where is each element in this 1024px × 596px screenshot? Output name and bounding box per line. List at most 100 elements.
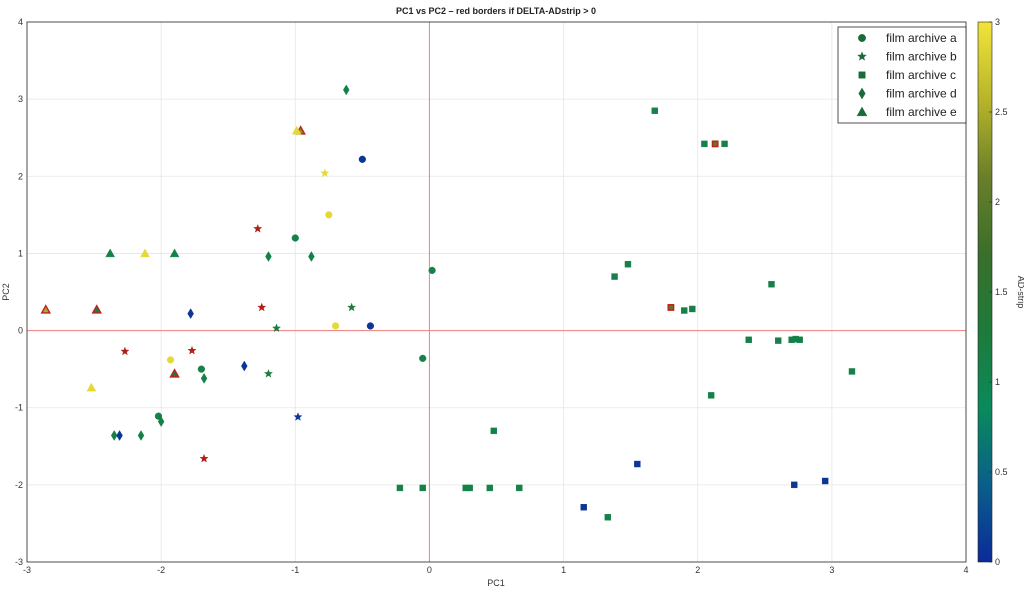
y-tick-label-2: -1	[15, 403, 23, 413]
legend: film archive a film archive b film archive…	[837, 26, 967, 124]
data-point-border-2-2	[711, 140, 719, 148]
data-point-square-2-16	[707, 392, 715, 399]
legend-label-3: film archive d	[886, 87, 957, 101]
data-point-diamond-3-0	[343, 84, 350, 96]
data-point-square-2-17	[490, 427, 498, 435]
colorbar-tick-label-2: 1	[995, 377, 1000, 387]
y-tick-label-1: -2	[15, 480, 23, 490]
y-tick-label-4: 1	[18, 248, 23, 258]
x-tick-label-5: 2	[695, 565, 700, 575]
x-axis-label: PC1	[487, 578, 505, 588]
x-tick-label-2: -1	[291, 565, 299, 575]
y-tick-label-6: 3	[18, 94, 23, 104]
data-point-square-2-24	[604, 514, 612, 521]
legend-label-0: film archive a	[886, 31, 957, 45]
colorbar-label: AD-strip	[1016, 276, 1024, 309]
data-point-square-2-10	[745, 336, 752, 344]
data-point-square-2-27	[791, 481, 798, 489]
data-point-square-2-7	[681, 307, 688, 314]
data-point-square-2-25	[634, 460, 641, 468]
data-point-triangle-4-4	[169, 248, 180, 258]
data-point-diamond-3-8	[241, 360, 248, 372]
x-ticks: -3 -2 -1 0 1 2 3 4	[23, 565, 969, 575]
legend-marker-square	[858, 71, 866, 79]
data-point-star-1-4	[199, 453, 209, 463]
data-point-star-1-5	[347, 302, 357, 312]
data-point-star-1-9	[320, 168, 330, 178]
data-point-square-2-8	[689, 305, 696, 313]
legend-marker-diamond	[858, 87, 866, 100]
data-point-square-2-21	[466, 484, 473, 492]
data-point-star-1-6	[271, 323, 282, 333]
reference-lines	[27, 22, 966, 562]
data-point-diamond-3-6	[157, 416, 165, 427]
y-tick-label-0: -3	[15, 557, 23, 567]
data-point-diamond-3-5	[110, 430, 118, 441]
data-point-diamond-3-1	[265, 251, 272, 262]
legend-label-2: film archive c	[886, 68, 956, 82]
data-point-diamond-3-7	[187, 308, 194, 319]
data-point-square-2-5	[624, 261, 632, 268]
chart-title: PC1 vs PC2 – red borders if DELTA-ADstri…	[396, 6, 596, 16]
x-tick-label-3: 0	[427, 565, 432, 575]
data-point-square-2-22	[486, 484, 493, 492]
data-point-border-2-6	[667, 304, 675, 311]
legend-label-4: film archive e	[886, 105, 957, 119]
data-point-diamond-3-3	[200, 373, 208, 384]
data-point-circle-0-7	[325, 211, 333, 219]
data-point-square-2-19	[419, 484, 426, 492]
data-point-star-1-3	[187, 345, 197, 355]
data-point-circle-0-5	[358, 155, 366, 163]
x-tick-label-7: 4	[963, 565, 968, 575]
data-point-square-2-15	[848, 368, 856, 375]
legend-label-1: film archive b	[886, 50, 957, 64]
data-point-star-1-1	[257, 302, 267, 312]
data-point-triangle-4-1	[291, 125, 302, 135]
x-tick-label-6: 3	[829, 565, 834, 575]
data-point-border-4-7	[169, 368, 180, 378]
colorbar-tick-label-3: 1.5	[995, 287, 1008, 297]
plot-frame	[26, 21, 967, 563]
data-point-square-2-9	[768, 281, 775, 288]
data-point-circle-0-3	[197, 365, 205, 373]
data-point-triangle-4-3	[140, 248, 150, 258]
colorbar-tick-label-1: 0.5	[995, 467, 1008, 477]
data-point-star-1-8	[293, 412, 303, 421]
data-point-square-2-3	[721, 140, 728, 148]
data-point-square-2-28	[821, 477, 829, 485]
data-point-star-1-2	[120, 346, 130, 356]
data-point-circle-0-8	[331, 322, 340, 330]
data-point-diamond-3-2	[308, 251, 315, 262]
data-point-square-2-4	[611, 273, 618, 280]
legend-marker-circle	[858, 34, 866, 42]
data-point-circle-0-9	[166, 356, 175, 364]
y-tick-label-3: 0	[18, 326, 23, 336]
legend-marker-star	[857, 51, 867, 61]
colorbar-tick-label-4: 2	[995, 197, 1000, 207]
legend-marker-triangle	[856, 106, 868, 117]
data-points	[40, 84, 856, 521]
data-point-square-2-23	[516, 484, 523, 492]
data-point-diamond-3-9	[116, 430, 123, 441]
data-point-triangle-4-8	[86, 382, 97, 392]
data-point-square-2-11	[775, 337, 782, 344]
y-tick-label-5: 2	[18, 171, 23, 181]
data-point-circle-0-2	[419, 354, 427, 362]
colorbar-tick-label-5: 2.5	[995, 107, 1008, 117]
data-point-circle-0-0	[291, 234, 299, 242]
data-point-square-2-18	[396, 484, 404, 492]
x-tick-label-4: 1	[561, 565, 566, 575]
y-axis-label: PC2	[1, 283, 11, 301]
data-point-circle-0-6	[366, 322, 375, 330]
data-point-square-2-26	[580, 504, 587, 511]
colorbar-tick-label-6: 3	[995, 17, 1000, 27]
data-point-square-2-1	[701, 140, 708, 148]
y-tick-label-7: 4	[18, 17, 23, 27]
data-point-border-4-6	[40, 304, 52, 314]
data-point-square-2-14	[796, 336, 803, 344]
data-point-star-1-7	[263, 368, 273, 378]
data-point-triangle-4-2	[105, 248, 116, 258]
data-point-square-2-0	[651, 107, 658, 114]
data-point-diamond-3-4	[137, 430, 145, 441]
